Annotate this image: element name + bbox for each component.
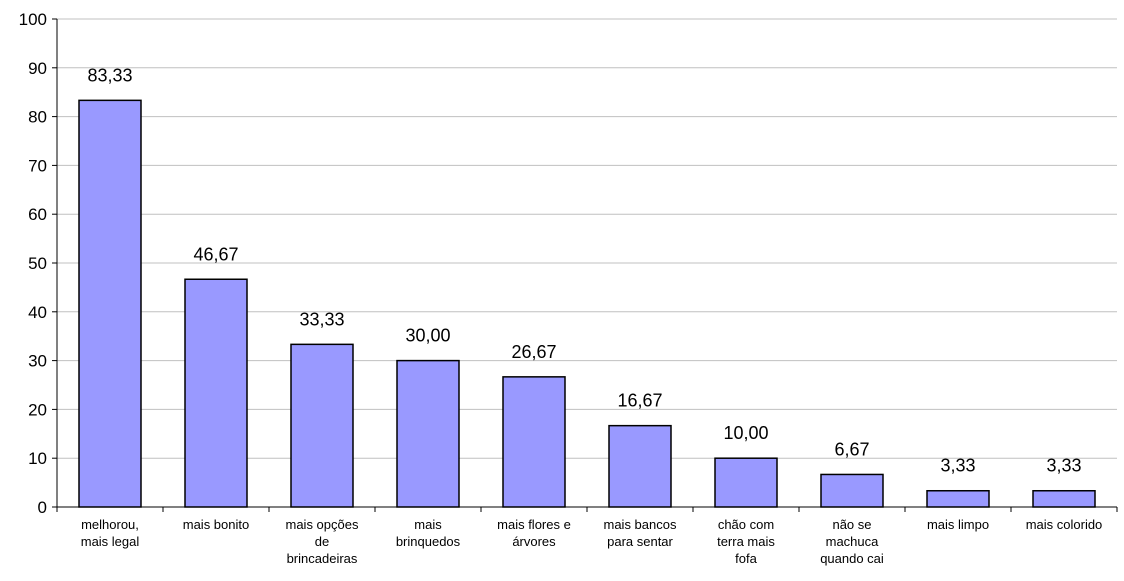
x-category-label-line: brinquedos	[396, 534, 461, 549]
x-category-label-line: melhorou,	[81, 517, 139, 532]
data-label: 6,67	[834, 439, 869, 459]
data-label: 46,67	[193, 244, 238, 264]
data-labels: 83,33 46,67 33,33 30,00 26,67 16,67 10,00 6,67 3…	[87, 65, 1081, 475]
x-category-label-line: chão com	[718, 517, 774, 532]
x-category-label: mais limpo	[927, 517, 989, 532]
bar	[396, 359, 460, 508]
y-tick-label: 10	[28, 449, 47, 468]
x-category-label-line: árvores	[512, 534, 556, 549]
x-category-label: mais opções de brincadeiras	[286, 517, 359, 566]
y-tick-label: 90	[28, 59, 47, 78]
x-category-label-line: mais flores e	[497, 517, 571, 532]
y-tick-label: 0	[38, 498, 47, 517]
data-label: 30,00	[405, 326, 450, 346]
x-category-label-line: quando cai	[820, 551, 884, 566]
bar	[714, 457, 778, 508]
x-category-label-line: para sentar	[607, 534, 673, 549]
x-category-label: mais colorido	[1026, 517, 1103, 532]
x-category-label-line: terra mais	[717, 534, 775, 549]
x-category-label-line: mais bonito	[183, 517, 249, 532]
data-label: 83,33	[87, 65, 132, 85]
data-label: 3,33	[1046, 456, 1081, 476]
x-category-label-line: fofa	[735, 551, 757, 566]
y-tick-label: 100	[19, 10, 47, 29]
x-category-label-line: não se	[832, 517, 871, 532]
y-tick-label: 80	[28, 108, 47, 127]
bar	[502, 376, 566, 508]
x-category-label-line: mais bancos	[604, 517, 677, 532]
x-category-label: não se machuca quando cai	[820, 517, 884, 566]
bar	[78, 99, 142, 508]
data-label: 16,67	[617, 391, 662, 411]
data-label: 3,33	[940, 456, 975, 476]
bars	[78, 99, 1096, 508]
x-category-label: mais bancos para sentar	[604, 517, 677, 549]
x-category-label-line: machuca	[826, 534, 880, 549]
x-category-label-line: mais legal	[81, 534, 140, 549]
y-tick-label: 20	[28, 400, 47, 419]
y-tick-label: 60	[28, 205, 47, 224]
x-category-label: mais flores e árvores	[497, 517, 571, 549]
y-tick-label: 30	[28, 352, 47, 371]
y-tick-label: 70	[28, 156, 47, 175]
x-category-label: mais brinquedos	[396, 517, 461, 549]
bar	[184, 278, 248, 508]
y-tick-label: 40	[28, 303, 47, 322]
data-label: 33,33	[299, 309, 344, 329]
data-label: 26,67	[511, 342, 556, 362]
x-category-label-line: mais opções	[286, 517, 359, 532]
x-category-label-line: mais limpo	[927, 517, 989, 532]
x-category-label: chão com terra mais fofa	[717, 517, 775, 566]
y-tick-label: 50	[28, 254, 47, 273]
bar	[1032, 489, 1096, 508]
category-labels: melhorou, mais legal mais bonito mais opçõe…	[81, 517, 1103, 566]
x-category-label: mais bonito	[183, 517, 249, 532]
x-category-label-line: brincadeiras	[287, 551, 358, 566]
bar	[290, 343, 354, 508]
x-category-label-line: mais colorido	[1026, 517, 1103, 532]
bar	[608, 424, 672, 508]
x-category-label: melhorou, mais legal	[81, 517, 140, 549]
bar	[926, 489, 990, 508]
x-category-label-line: mais	[414, 517, 442, 532]
x-category-label-line: de	[315, 534, 329, 549]
bar	[820, 473, 884, 508]
data-label: 10,00	[723, 423, 768, 443]
